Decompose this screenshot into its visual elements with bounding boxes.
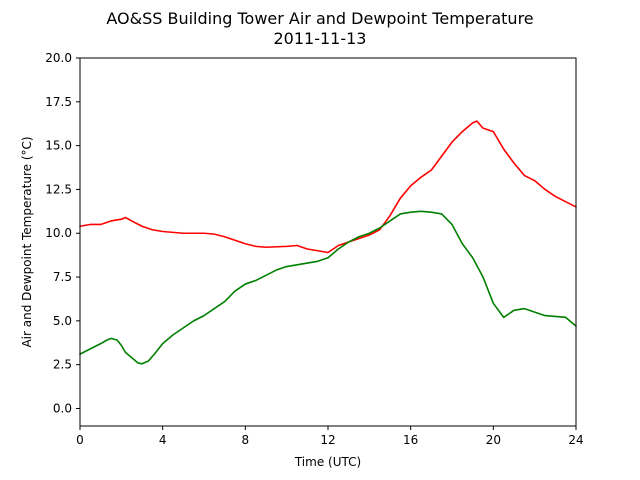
x-tick-label: 8 (242, 433, 250, 447)
y-tick-label: 5.0 (53, 314, 72, 328)
series-line-0 (79, 120, 577, 254)
x-tick-label: 4 (159, 433, 167, 447)
y-tick-label: 10.0 (45, 226, 72, 240)
y-axis-label: Air and Dewpoint Temperature (°C) (20, 136, 34, 347)
y-tick-label: 17.5 (45, 95, 72, 109)
y-tick-label: 0.0 (53, 401, 72, 415)
y-tick-label: 12.5 (45, 182, 72, 196)
y-tick-label: 20.0 (45, 51, 72, 65)
y-tick-label: 15.0 (45, 139, 72, 153)
chart-title: AO&SS Building Tower Air and Dewpoint Te… (106, 9, 533, 28)
x-tick-label: 20 (486, 433, 501, 447)
y-tick-label: 7.5 (53, 270, 72, 284)
x-tick-label: 24 (568, 433, 583, 447)
x-tick-label: 12 (320, 433, 335, 447)
series-layer (79, 120, 577, 365)
x-axis-label: Time (UTC) (294, 455, 361, 469)
x-tick-label: 16 (403, 433, 418, 447)
chart-subtitle: 2011-11-13 (274, 29, 367, 48)
x-axis: 0 4 8 12 16 20 24 (76, 426, 584, 447)
x-tick-label: 0 (76, 433, 84, 447)
series-line-1 (79, 210, 577, 365)
y-tick-label: 2.5 (53, 358, 72, 372)
y-axis: 0.0 2.5 5.0 7.5 10.0 12.5 15.0 17.5 20.0 (45, 51, 80, 415)
